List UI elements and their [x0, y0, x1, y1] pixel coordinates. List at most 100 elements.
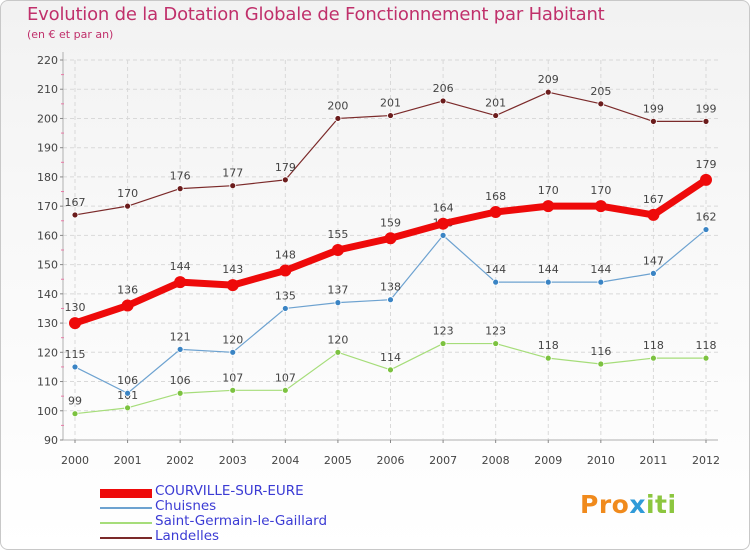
data-label: 106: [117, 374, 138, 387]
data-point: [597, 100, 605, 108]
x-tick-label: 2003: [219, 454, 247, 467]
data-label: 170: [538, 184, 559, 197]
data-label: 123: [433, 325, 454, 338]
legend: COURVILLE-SUR-EURE Chuisnes Saint-Germai…: [100, 483, 400, 545]
x-tick-label: 2005: [324, 454, 352, 467]
data-label: 179: [275, 161, 296, 174]
data-label: 136: [117, 284, 138, 297]
data-point: [334, 348, 342, 356]
x-tick-label: 2010: [587, 454, 615, 467]
legend-item: Landelles: [100, 529, 400, 545]
legend-label: COURVILLE-SUR-EURE: [155, 483, 304, 499]
data-point: [702, 117, 710, 125]
data-point: [279, 264, 292, 277]
y-tick-label: 110: [37, 376, 58, 389]
data-label: 144: [538, 263, 559, 276]
data-point: [492, 112, 500, 119]
data-label: 155: [327, 228, 348, 241]
legend-swatch: [100, 488, 152, 498]
data-label: 147: [643, 254, 664, 267]
legend-swatch: [100, 521, 152, 524]
x-tick-label: 2002: [166, 454, 194, 467]
data-label: 118: [696, 339, 717, 352]
legend-item: Chuisnes: [100, 499, 400, 515]
data-label: 205: [590, 85, 611, 98]
data-label: 114: [380, 351, 401, 364]
data-point: [647, 208, 660, 221]
data-label: 121: [170, 330, 191, 343]
data-point: [387, 296, 394, 304]
data-point: [439, 231, 447, 239]
data-point: [121, 299, 134, 312]
data-point: [544, 88, 552, 96]
y-tick-label: 190: [37, 142, 58, 155]
y-tick-label: 140: [37, 288, 58, 301]
data-point: [334, 299, 342, 307]
data-point: [331, 244, 344, 256]
data-point: [174, 276, 187, 289]
series-saint-germain-le-gaillard: 99101106107107120114123123118116118118: [68, 325, 717, 418]
data-label: 116: [590, 345, 611, 358]
data-point: [384, 232, 397, 245]
data-point: [597, 278, 605, 286]
data-label: 115: [65, 348, 86, 361]
x-tick-label: 2008: [482, 454, 510, 467]
data-label: 164: [433, 202, 454, 215]
data-point: [124, 389, 131, 397]
data-label: 138: [380, 281, 401, 294]
data-label: 107: [275, 371, 296, 384]
data-label: 135: [275, 289, 296, 302]
data-label: 144: [485, 263, 506, 276]
data-point: [281, 176, 289, 184]
x-tick-label: 2000: [61, 454, 89, 467]
data-label: 144: [170, 260, 191, 273]
data-label: 137: [327, 284, 348, 297]
data-label: 201: [380, 97, 401, 110]
data-point: [544, 278, 552, 286]
data-label: 106: [170, 374, 191, 387]
data-label: 199: [643, 102, 664, 115]
data-point: [650, 117, 657, 125]
data-point: [69, 317, 81, 330]
data-point: [489, 206, 502, 218]
data-point: [176, 345, 184, 353]
chart-title: Evolution de la Dotation Globale de Fonc…: [27, 4, 605, 25]
y-tick-label: 120: [37, 346, 58, 359]
data-label: 107: [222, 371, 243, 384]
data-label: 162: [696, 211, 717, 224]
data-point: [281, 305, 289, 312]
data-point: [650, 269, 657, 277]
data-point: [700, 173, 712, 186]
data-point: [439, 340, 447, 347]
data-point: [597, 360, 605, 368]
data-point: [387, 112, 394, 119]
data-point: [437, 217, 450, 230]
data-label: 177: [222, 167, 243, 180]
y-tick-label: 90: [44, 434, 58, 447]
x-tick-label: 2001: [114, 454, 142, 467]
data-label: 167: [643, 193, 664, 206]
data-point: [71, 363, 79, 371]
data-point: [650, 354, 657, 362]
data-point: [439, 97, 447, 105]
y-tick-label: 220: [37, 54, 58, 67]
data-point: [176, 185, 184, 193]
data-point: [702, 354, 710, 362]
data-point: [387, 366, 394, 374]
series-landelles: 167 170 176 177 179 200 201 206 201 209 205 199 199: [65, 73, 717, 219]
data-point: [176, 389, 184, 397]
x-tick-label: 2011: [639, 454, 667, 467]
series-courville-sur-eure: 130 136 144 143 148 155 159 164 168 170 170 167 179: [65, 158, 717, 330]
data-label: 123: [485, 325, 506, 338]
data-point: [492, 340, 500, 347]
data-label: 118: [643, 339, 664, 352]
data-point: [229, 348, 237, 356]
x-tick-label: 2007: [429, 454, 457, 467]
data-point: [71, 211, 79, 219]
legend-swatch: [100, 506, 152, 509]
data-label: 159: [380, 216, 401, 229]
data-point: [334, 115, 342, 122]
x-tick-label: 2009: [534, 454, 562, 467]
